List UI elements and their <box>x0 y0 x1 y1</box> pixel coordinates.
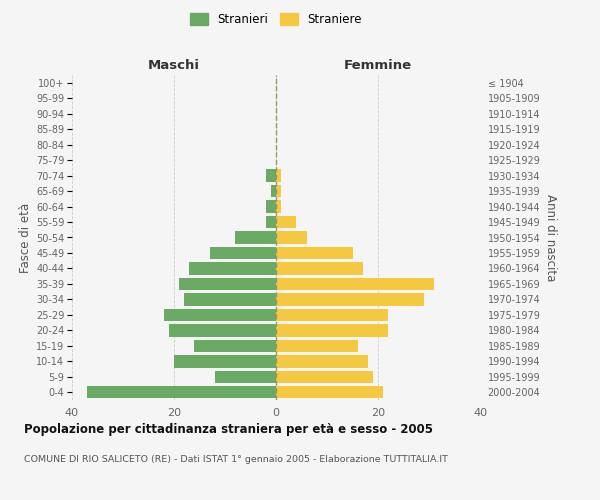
Bar <box>276 278 434 290</box>
Bar <box>266 216 276 228</box>
Bar <box>88 386 276 398</box>
Bar <box>276 370 373 383</box>
Text: Femmine: Femmine <box>344 59 412 72</box>
Bar <box>190 262 276 274</box>
Text: COMUNE DI RIO SALICETO (RE) - Dati ISTAT 1° gennaio 2005 - Elaborazione TUTTITAL: COMUNE DI RIO SALICETO (RE) - Dati ISTAT… <box>24 455 448 464</box>
Y-axis label: Fasce di età: Fasce di età <box>19 202 32 272</box>
Legend: Stranieri, Straniere: Stranieri, Straniere <box>185 8 367 31</box>
Bar <box>271 185 276 198</box>
Bar <box>210 247 276 259</box>
Bar <box>266 170 276 182</box>
Bar <box>276 324 388 336</box>
Bar <box>276 247 353 259</box>
Bar <box>276 200 281 212</box>
Bar <box>215 370 276 383</box>
Text: Popolazione per cittadinanza straniera per età e sesso - 2005: Popolazione per cittadinanza straniera p… <box>24 422 433 436</box>
Bar <box>184 293 276 306</box>
Bar <box>235 232 276 243</box>
Bar <box>179 278 276 290</box>
Y-axis label: Anni di nascita: Anni di nascita <box>544 194 557 281</box>
Bar <box>164 308 276 321</box>
Bar <box>276 232 307 243</box>
Bar <box>169 324 276 336</box>
Bar <box>276 185 281 198</box>
Bar <box>276 308 388 321</box>
Text: Maschi: Maschi <box>148 59 200 72</box>
Bar <box>276 262 362 274</box>
Bar <box>174 355 276 368</box>
Bar <box>276 170 281 182</box>
Bar <box>276 340 358 352</box>
Bar <box>276 293 424 306</box>
Bar <box>276 216 296 228</box>
Bar <box>276 386 383 398</box>
Bar <box>194 340 276 352</box>
Bar <box>266 200 276 212</box>
Bar <box>276 355 368 368</box>
